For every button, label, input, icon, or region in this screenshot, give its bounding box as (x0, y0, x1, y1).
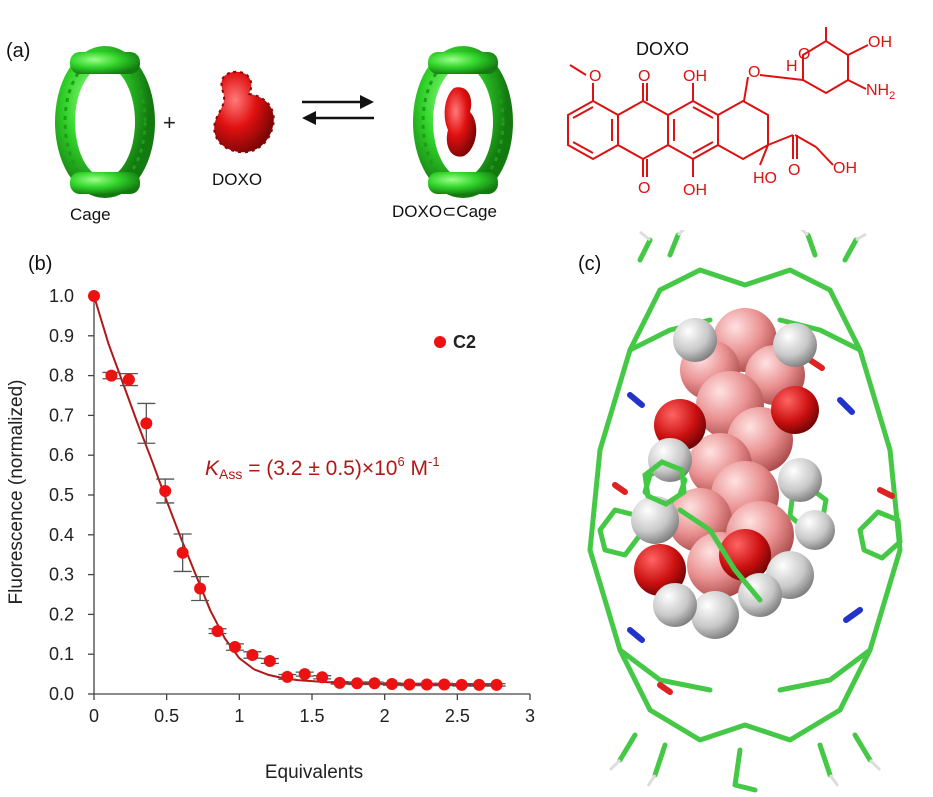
data-point (438, 678, 451, 691)
atom-oh-top: OH (683, 68, 707, 85)
y-tick-label: 0.7 (49, 405, 74, 425)
atom-ho-side: HO (753, 170, 777, 187)
atom-o-glycoside: O (748, 64, 760, 81)
data-point (228, 641, 241, 654)
fit-curve (93, 295, 497, 687)
atom-oh-side: OH (833, 160, 857, 177)
atom-nh2-sugar: NH2 (866, 82, 895, 102)
plus-sign: + (163, 110, 176, 135)
panel-a-label: (a) (6, 40, 31, 62)
k-association-annotation: KAss = (3.2 ± 0.5)×106 M-1 (205, 454, 440, 482)
panel-b-label: (b) (28, 253, 53, 275)
panel-c-label: (c) (578, 253, 602, 275)
data-point (420, 678, 433, 691)
x-axis-label: Equivalents (265, 762, 363, 783)
equilibrium-arrows (302, 95, 374, 125)
x-tick-label: 0.5 (154, 706, 179, 726)
y-tick-label: 0.4 (49, 525, 74, 545)
atom-o-sugar: O (798, 46, 810, 63)
y-tick-label: 1.0 (49, 286, 74, 306)
data-point (298, 668, 311, 681)
data-point (385, 678, 398, 691)
data-point (105, 369, 118, 382)
x-tick-label: 0 (89, 706, 99, 726)
y-tick-label: 0.3 (49, 565, 74, 585)
y-tick-label: 0.8 (49, 366, 74, 386)
legend: C2 (434, 332, 476, 352)
atom-o-ketone-bottom: O (638, 180, 650, 197)
data-point (333, 676, 346, 689)
cage-model (55, 46, 155, 198)
legend-marker (434, 336, 446, 348)
y-tick-label: 0.2 (49, 604, 74, 624)
x-tick-label: 2 (380, 706, 390, 726)
complex-label: DOXO⊂Cage (392, 202, 497, 221)
y-tick-label: 0.5 (49, 485, 74, 505)
atom-oh-bottom: OH (683, 182, 707, 199)
y-tick-label: 0.9 (49, 326, 74, 346)
titration-chart: 0 0.5 1 1.5 2 2.5 3 0.0 0.1 0.2 0.3 0.4 0.5 0.6 0.7 0.8… (6, 286, 535, 783)
x-tick-label: 1 (234, 706, 244, 726)
data-point (122, 373, 135, 386)
data-point (159, 485, 172, 498)
data-point (211, 625, 224, 638)
crystal-structure-model (587, 230, 903, 793)
doxo-label: DOXO (212, 170, 263, 189)
data-point (140, 417, 153, 430)
y-tick-label: 0.6 (49, 445, 74, 465)
y-axis-label: Fluorescence (normalized) (6, 380, 27, 605)
x-tick-label: 3 (525, 706, 535, 726)
data-point (368, 677, 381, 690)
y-tick-label: 0.0 (49, 684, 74, 704)
atom-o-ketone-top: O (638, 68, 650, 85)
data-point (473, 678, 486, 691)
cage-label: Cage (70, 205, 111, 224)
y-tick-label: 0.1 (49, 644, 74, 664)
data-point (455, 678, 468, 691)
atom-o-methoxy: O (589, 68, 601, 85)
complex-model (413, 46, 513, 198)
doxo-structure-title: DOXO (636, 39, 689, 59)
data-point (263, 654, 276, 667)
data-point (246, 648, 259, 661)
data-point (88, 290, 100, 302)
data-point (176, 546, 189, 559)
atom-o-side-ketone: O (788, 162, 800, 179)
data-point (490, 678, 503, 691)
data-point (351, 677, 364, 690)
data-point (194, 582, 207, 595)
data-point (403, 678, 416, 691)
legend-label: C2 (453, 332, 476, 352)
atom-oh-sugar: OH (868, 34, 892, 51)
atom-h-sugar: H (786, 58, 798, 75)
data-point (316, 671, 329, 684)
doxo-structure: O O O OH OH O O HO OH O H OH NH2 DOXO (567, 27, 895, 199)
data-point (281, 670, 294, 683)
doxo-model (213, 70, 275, 154)
x-tick-label: 2.5 (445, 706, 470, 726)
x-tick-label: 1.5 (299, 706, 324, 726)
